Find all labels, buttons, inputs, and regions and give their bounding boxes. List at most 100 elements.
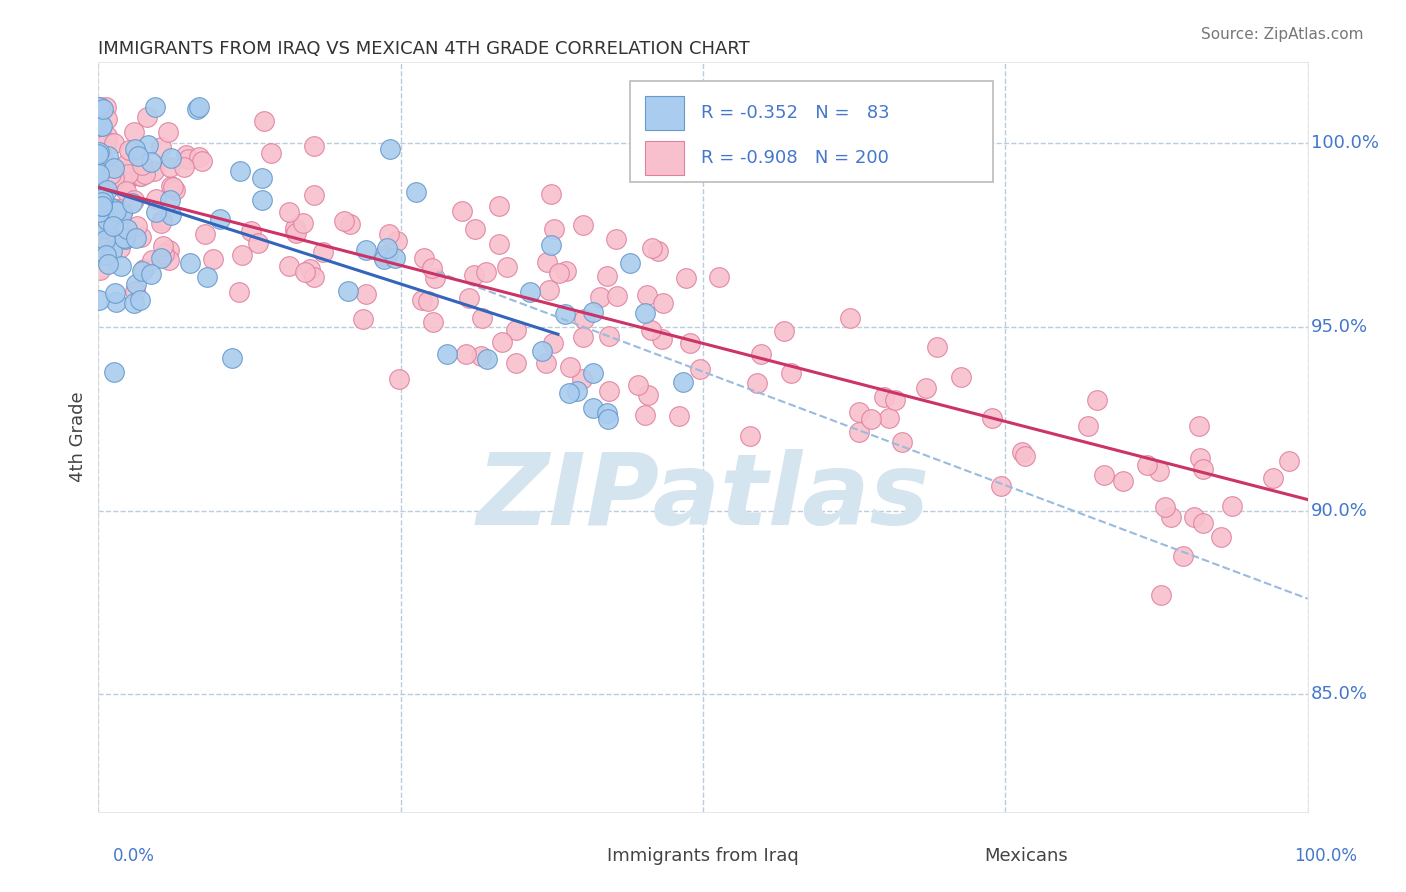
Point bbox=[491, 335, 513, 350]
Point bbox=[97, 148, 120, 162]
Point bbox=[891, 434, 914, 449]
Point bbox=[1014, 449, 1036, 463]
Point bbox=[118, 143, 141, 157]
Point bbox=[1112, 474, 1135, 488]
Point bbox=[378, 142, 401, 156]
Point bbox=[115, 222, 138, 236]
Point bbox=[411, 293, 433, 308]
Point bbox=[104, 203, 127, 218]
Point bbox=[94, 233, 117, 247]
Point bbox=[122, 193, 145, 207]
Text: 95.0%: 95.0% bbox=[1312, 318, 1368, 336]
Point bbox=[114, 232, 136, 246]
Point bbox=[111, 206, 134, 220]
Point bbox=[294, 265, 316, 279]
Point bbox=[530, 343, 553, 358]
Point bbox=[463, 268, 485, 282]
Point bbox=[773, 324, 796, 338]
Point bbox=[190, 154, 212, 169]
Point bbox=[87, 180, 110, 194]
Point bbox=[114, 184, 136, 198]
Point bbox=[848, 425, 870, 439]
Point bbox=[571, 371, 593, 385]
Point bbox=[873, 390, 896, 404]
Point bbox=[96, 248, 118, 262]
Point bbox=[96, 166, 118, 180]
Point bbox=[540, 187, 562, 202]
Point bbox=[194, 227, 217, 242]
Point bbox=[747, 376, 769, 391]
Point bbox=[87, 99, 110, 113]
Point bbox=[652, 296, 675, 310]
Point bbox=[122, 125, 145, 139]
Point bbox=[141, 252, 163, 267]
Point bbox=[1136, 458, 1159, 472]
Point bbox=[93, 216, 115, 230]
Point bbox=[572, 330, 595, 344]
Point bbox=[93, 154, 115, 169]
Text: R = -0.352   N =   83: R = -0.352 N = 83 bbox=[700, 104, 889, 122]
Point bbox=[89, 262, 111, 277]
Point bbox=[291, 216, 314, 230]
Point bbox=[598, 384, 620, 398]
Point bbox=[884, 393, 907, 408]
Point bbox=[108, 241, 131, 255]
Point bbox=[165, 183, 187, 197]
Point bbox=[457, 291, 479, 305]
Point bbox=[87, 204, 110, 219]
Point bbox=[1147, 463, 1170, 477]
FancyBboxPatch shape bbox=[630, 81, 993, 182]
Point bbox=[103, 202, 125, 216]
Point bbox=[87, 167, 110, 181]
Point bbox=[89, 149, 111, 163]
Point bbox=[87, 146, 110, 161]
Point bbox=[91, 194, 114, 209]
Point bbox=[156, 125, 179, 139]
Point bbox=[89, 204, 111, 219]
Text: 90.0%: 90.0% bbox=[1312, 501, 1368, 519]
Point bbox=[139, 155, 162, 169]
Point bbox=[131, 264, 153, 278]
Point bbox=[100, 244, 122, 259]
Point bbox=[651, 331, 673, 345]
Point bbox=[143, 99, 166, 113]
Point bbox=[596, 406, 619, 420]
Point bbox=[103, 171, 125, 186]
Point bbox=[990, 479, 1012, 493]
Point bbox=[118, 170, 141, 185]
Point bbox=[160, 179, 183, 194]
Point bbox=[111, 203, 134, 218]
Point bbox=[89, 165, 111, 179]
Point bbox=[139, 267, 162, 281]
Point bbox=[378, 227, 401, 242]
Point bbox=[229, 163, 252, 178]
Point bbox=[103, 136, 125, 151]
Point bbox=[157, 243, 180, 257]
Point bbox=[111, 201, 134, 215]
Point bbox=[93, 242, 115, 256]
Point bbox=[174, 148, 197, 162]
Point bbox=[100, 167, 122, 181]
Point bbox=[188, 99, 211, 113]
Point bbox=[104, 294, 127, 309]
Point bbox=[519, 285, 541, 299]
Point bbox=[388, 372, 411, 386]
Point bbox=[145, 205, 167, 219]
Point bbox=[284, 224, 307, 238]
Point bbox=[97, 257, 120, 271]
Point bbox=[91, 149, 114, 163]
Point bbox=[1150, 588, 1173, 602]
Point bbox=[91, 102, 114, 116]
Point bbox=[1153, 500, 1175, 514]
Point bbox=[558, 386, 581, 401]
Point bbox=[94, 210, 117, 224]
Point bbox=[94, 161, 117, 175]
Point bbox=[336, 284, 359, 298]
Point bbox=[454, 347, 477, 361]
Point bbox=[125, 277, 148, 291]
Point bbox=[540, 238, 562, 252]
Point bbox=[471, 311, 494, 326]
Text: Mexicans: Mexicans bbox=[984, 847, 1069, 865]
Point bbox=[127, 148, 149, 162]
Point bbox=[152, 239, 174, 253]
